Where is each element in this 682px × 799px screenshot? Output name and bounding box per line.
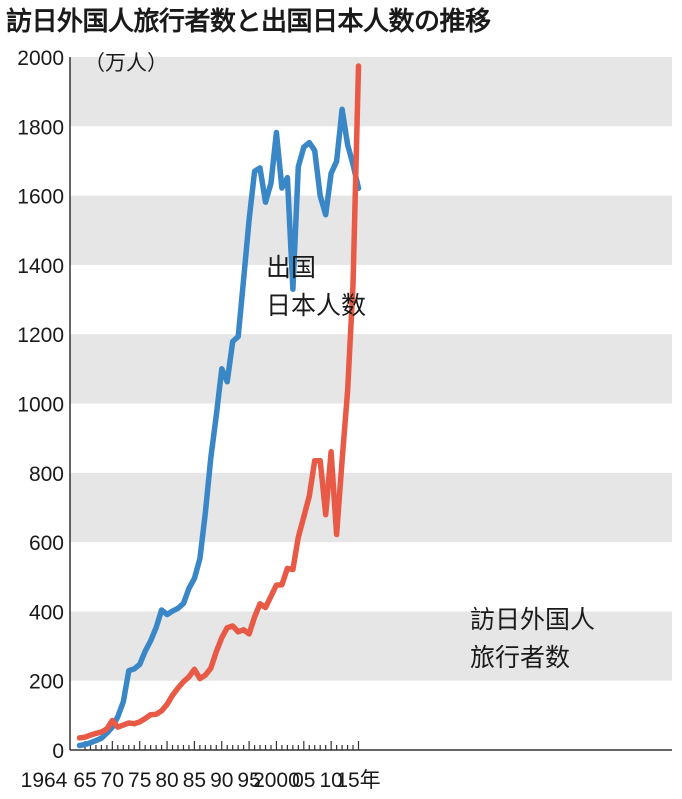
grid-band <box>70 611 672 681</box>
y-tick-label: 1200 <box>17 324 64 347</box>
grid-band <box>70 195 672 265</box>
y-tick-label: 2000 <box>17 47 64 70</box>
y-tick-label: 1000 <box>17 394 64 417</box>
y-tick-label: 600 <box>29 532 64 555</box>
grid-bands <box>70 57 672 681</box>
y-tick-label: 200 <box>29 671 64 694</box>
x-tick-label: 05 <box>292 769 315 792</box>
x-tick-label: 85 <box>183 769 206 792</box>
series-line <box>76 63 362 741</box>
axes <box>69 57 672 751</box>
x-tick-label: 75 <box>128 769 151 792</box>
y-tick-label: 0 <box>52 740 64 763</box>
series-lines <box>76 63 362 749</box>
y-axis-unit-label: （万人） <box>84 52 168 75</box>
series-label-line: 日本人数 <box>266 291 366 320</box>
x-tick-label: 80 <box>155 769 178 792</box>
x-tick-label: 15年 <box>336 769 380 792</box>
y-tick-label: 800 <box>29 463 64 486</box>
y-axis-ticks: 0 200 400 600 800 1000 1200 1400 1600 1800 2000 <box>17 47 64 763</box>
y-tick-label: 400 <box>29 601 64 624</box>
chart-title: 訪日外国人旅行者数と出国日本人数の推移 <box>6 7 491 37</box>
x-tick-label: 1964 <box>21 769 68 792</box>
series-line <box>76 106 362 749</box>
series-label-line: 出国 <box>266 253 316 282</box>
y-tick-label: 1800 <box>17 116 64 139</box>
x-tick-label: 2000 <box>253 769 300 792</box>
y-tick-label: 1600 <box>17 186 64 209</box>
series-label-line: 旅行者数 <box>470 643 570 672</box>
grid-band <box>70 472 672 543</box>
series-label-line: 訪日外国人 <box>470 605 595 634</box>
y-tick-label: 1400 <box>17 255 64 278</box>
x-tick-label: 70 <box>101 769 124 792</box>
x-tick-label: 95 <box>237 769 260 792</box>
grid-band <box>70 57 672 127</box>
x-tick-label: 10 <box>319 769 342 792</box>
x-tick-label: 65 <box>73 769 96 792</box>
x-tick-label: 90 <box>210 769 233 792</box>
grid-band <box>70 334 672 404</box>
